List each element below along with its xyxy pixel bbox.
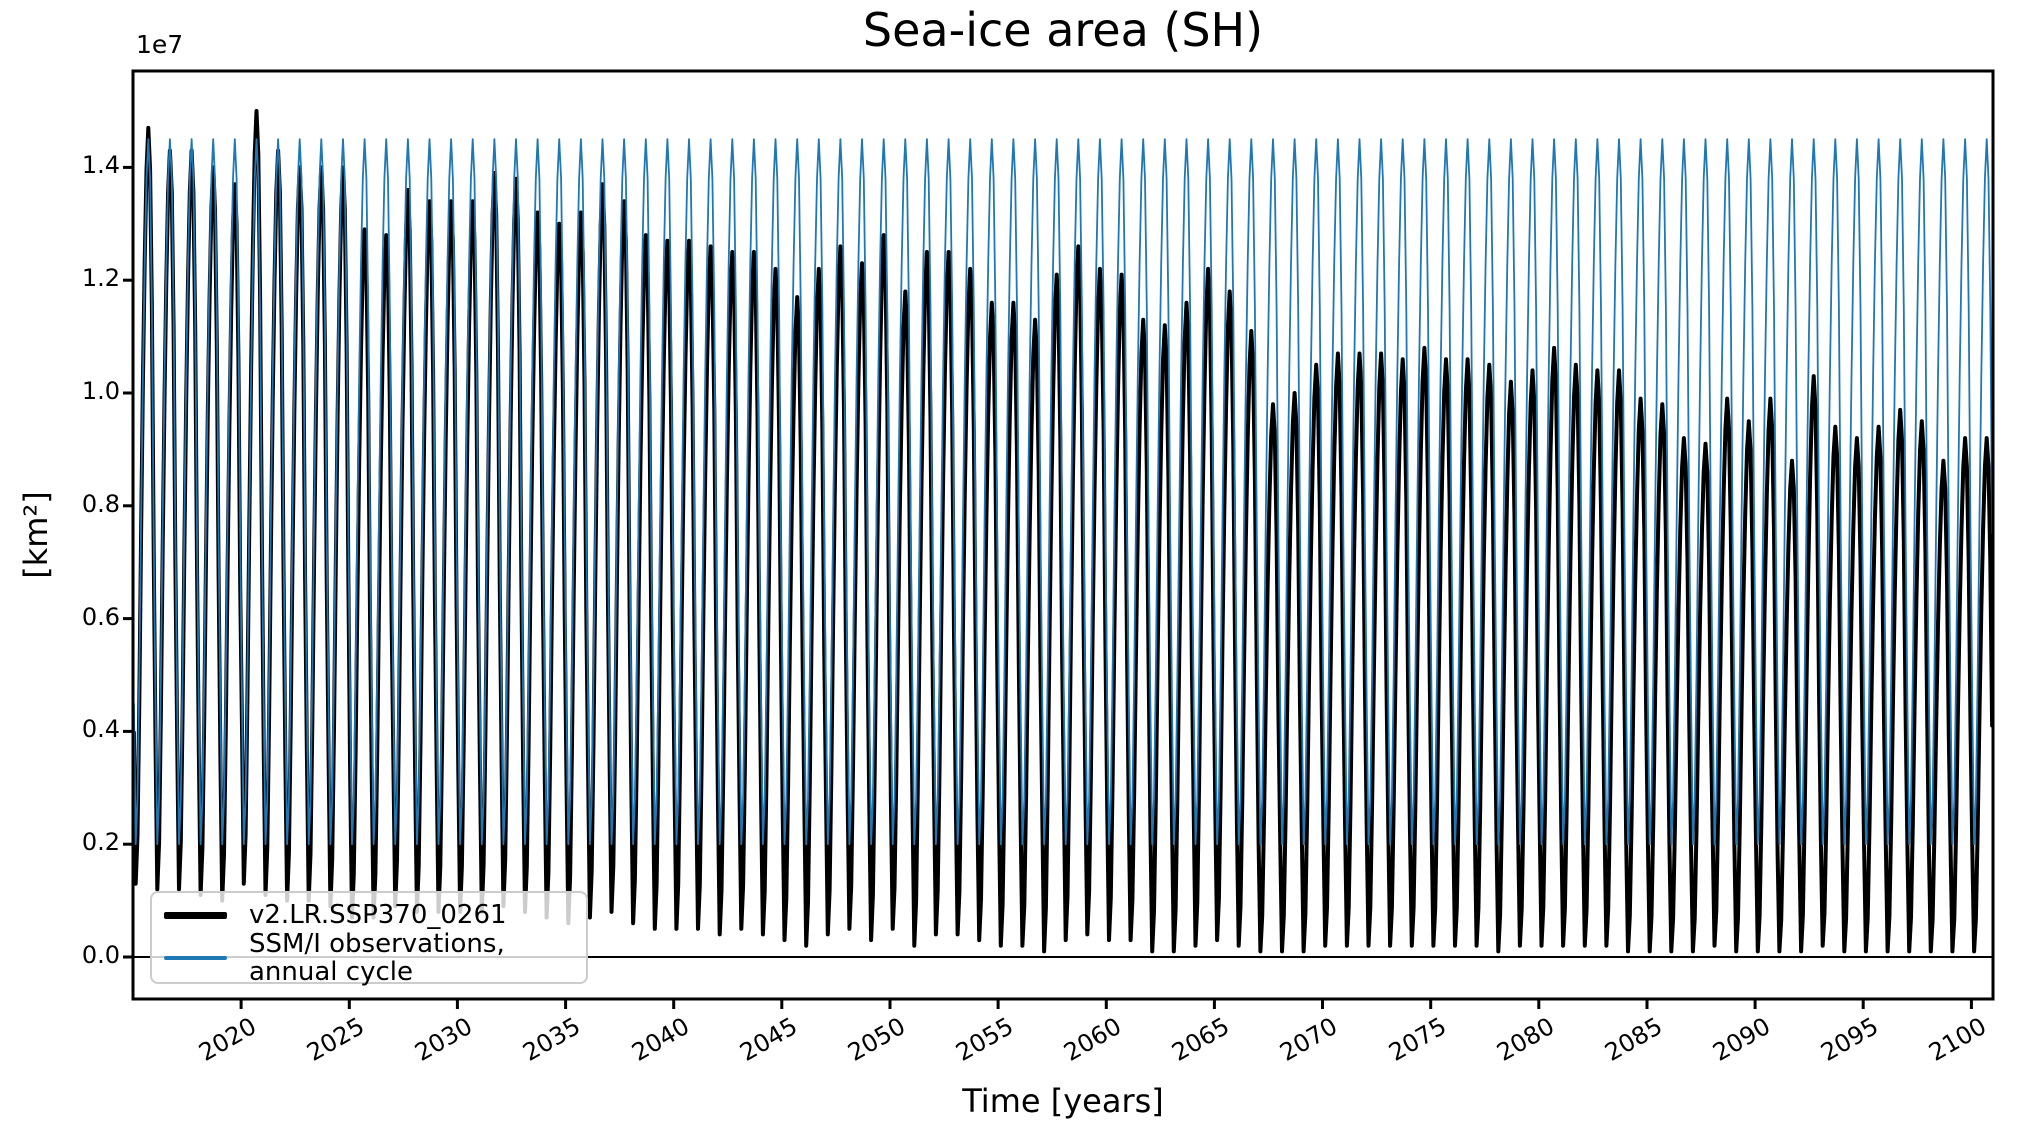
- legend: v2.LR.SSP370_0261 SSM/I observations, an…: [150, 891, 588, 988]
- chart-title: Sea-ice area (SH): [862, 3, 1264, 57]
- legend-label-observations: SSM/I observations, annual cycle: [249, 928, 505, 988]
- legend-entry-observations: SSM/I observations, annual cycle: [164, 928, 574, 988]
- y-tick-label: 1.2: [81, 264, 120, 293]
- legend-entry-model: v2.LR.SSP370_0261: [164, 901, 574, 930]
- y-tick-label: 1.4: [81, 151, 120, 180]
- y-tick-label: 0.6: [81, 602, 120, 631]
- y-axis-offset-text: 1e7: [136, 30, 184, 59]
- legend-line-sample-black: [164, 911, 227, 919]
- series-observations-line: [133, 138, 1993, 846]
- y-tick-label: 0.4: [81, 715, 120, 744]
- y-tick-label: 0.0: [81, 941, 120, 969]
- y-tick-label: 1.0: [81, 377, 120, 405]
- y-tick-label: 0.2: [81, 828, 120, 857]
- legend-line-sample-blue: [164, 956, 227, 961]
- y-tick-label: 0.8: [81, 489, 120, 518]
- legend-label-model: v2.LR.SSP370_0261: [249, 900, 507, 930]
- x-axis-label: Time [years]: [962, 1082, 1164, 1120]
- axes-spines: [131, 69, 1995, 1001]
